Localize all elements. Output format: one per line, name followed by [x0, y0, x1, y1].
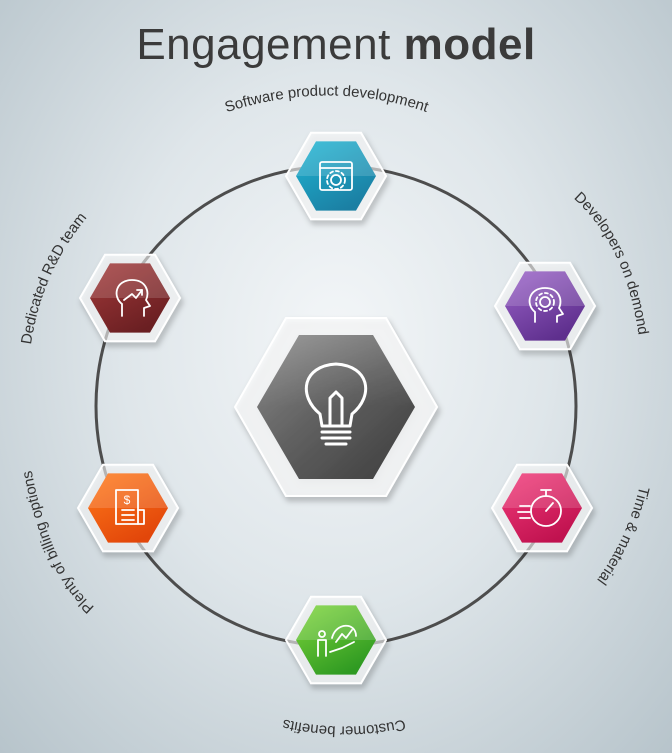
center-hexagon: [233, 317, 439, 497]
lightbulb-icon: [304, 362, 368, 446]
browser-gear-icon: [319, 161, 353, 191]
invoice-icon: $: [115, 489, 145, 525]
title-bold: model: [403, 20, 536, 69]
label-billing: Plenty of billing options: [19, 469, 98, 616]
node-billing-hexagon: [88, 473, 168, 543]
node-rnd: [78, 253, 182, 343]
node-developers-hexagon: [505, 271, 585, 341]
node-time: [490, 463, 594, 553]
page-title: Engagement model: [0, 20, 672, 70]
node-software-hexagon: [296, 141, 376, 211]
stopwatch-icon: [517, 489, 562, 527]
node-billing: $: [76, 463, 180, 553]
head-gear-icon: [528, 287, 564, 323]
node-time-hexagon: [502, 473, 582, 543]
node-developers: [493, 261, 597, 351]
label-time: Time & material: [593, 485, 652, 588]
head-growth-icon: [115, 279, 151, 317]
node-customer: [284, 595, 388, 685]
node-software-gloss: [296, 141, 376, 176]
svg-text:$: $: [124, 493, 131, 507]
label-customer: Customer benefits: [281, 716, 407, 740]
hand-growth-icon: [317, 624, 357, 657]
node-rnd-hexagon: [90, 263, 170, 333]
node-customer-hexagon: [296, 605, 376, 675]
title-light: Engagement: [136, 20, 391, 69]
label-rnd: Dedicated R&D team: [18, 209, 90, 345]
node-software: [284, 131, 388, 221]
label-software: Software product development: [223, 82, 432, 116]
